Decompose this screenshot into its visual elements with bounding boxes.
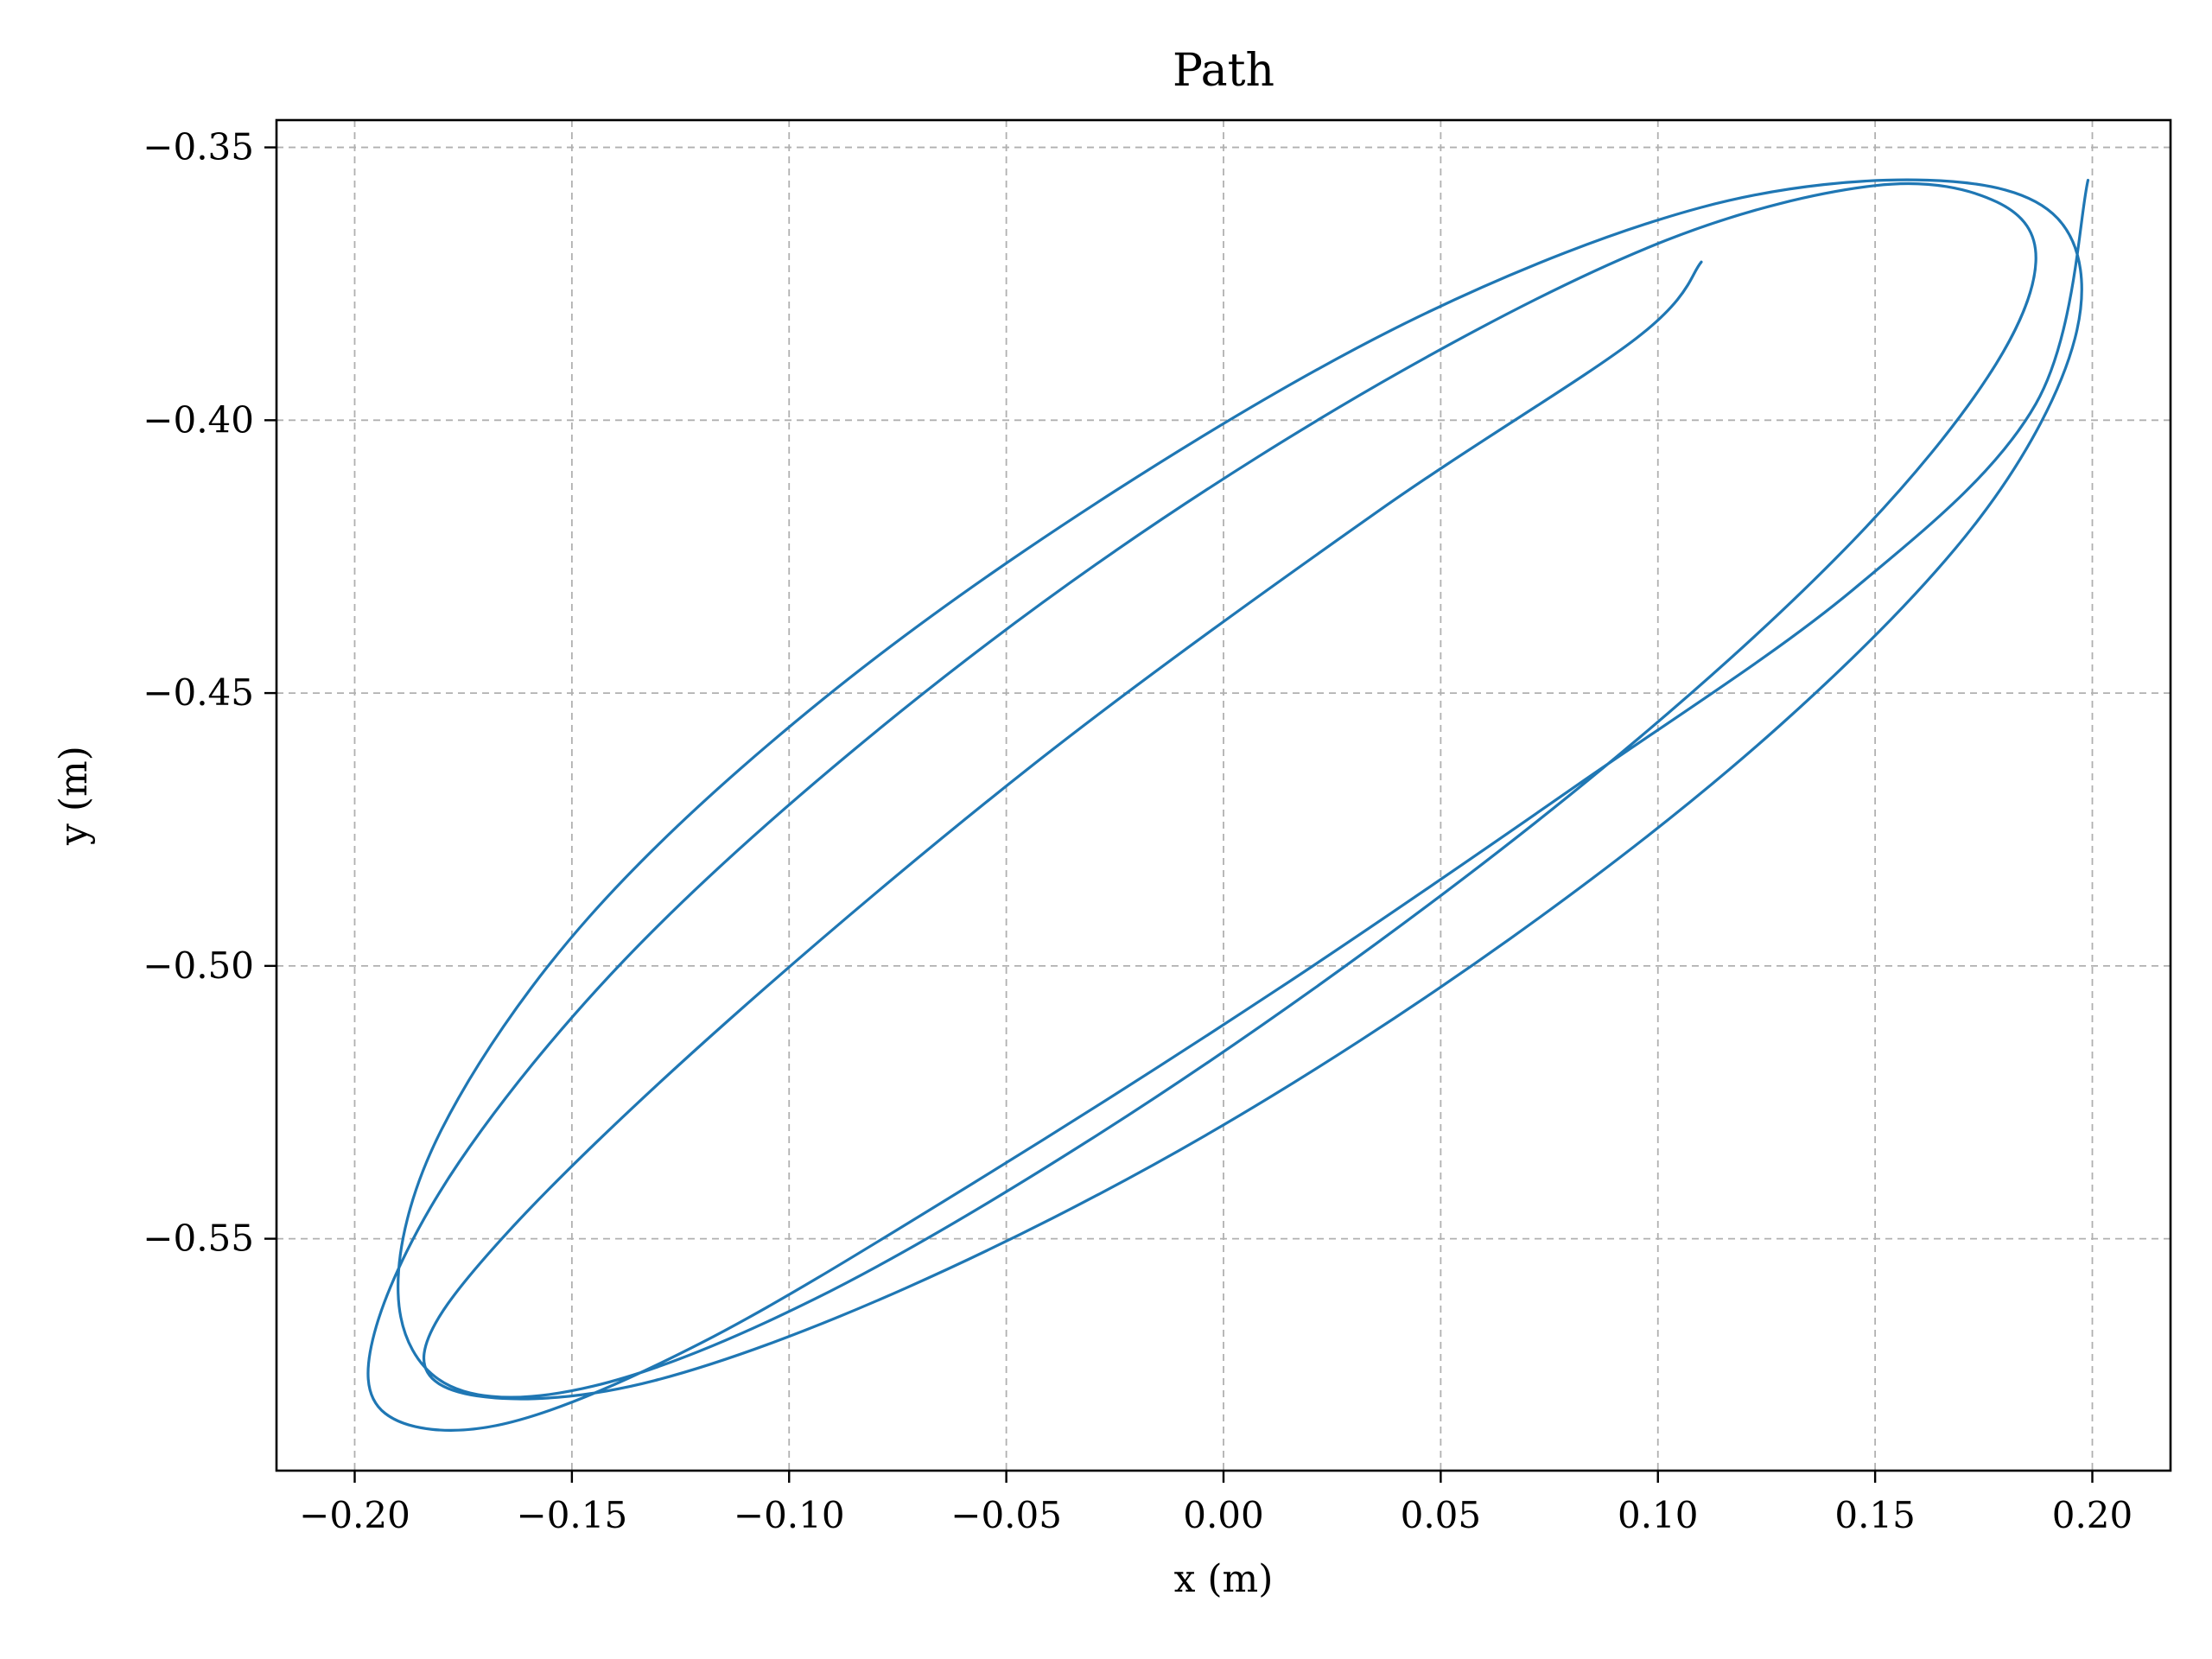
series-line (366, 178, 2090, 1432)
y-tick-label: −0.50 (143, 944, 254, 987)
y-axis-label: y (m) (52, 746, 96, 846)
y-tick-label: −0.35 (143, 126, 254, 168)
chart-title: Path (1173, 45, 1274, 97)
y-tick-label: −0.45 (143, 671, 254, 714)
series-layer (366, 178, 2090, 1432)
x-tick-label: 0.10 (1618, 1494, 1699, 1536)
x-tick-label: 0.15 (1834, 1494, 1916, 1536)
y-tick-label: −0.40 (143, 398, 254, 441)
x-tick-label: −0.15 (517, 1494, 628, 1536)
x-axis-label: x (m) (1174, 1557, 1274, 1601)
tick-layer: −0.20 −0.15 −0.10 −0.05 0.00 0.05 0.10 0.15 0.20… (143, 126, 2133, 1536)
grid-layer (276, 120, 2171, 1471)
x-tick-label: −0.10 (734, 1494, 845, 1536)
x-tick-label: 0.00 (1183, 1494, 1264, 1536)
x-tick-label: −0.05 (950, 1494, 1062, 1536)
y-tick-label: −0.55 (143, 1217, 254, 1260)
x-tick-label: 0.20 (2052, 1494, 2133, 1536)
x-tick-label: 0.05 (1401, 1494, 1482, 1536)
x-tick-label: −0.20 (299, 1494, 410, 1536)
